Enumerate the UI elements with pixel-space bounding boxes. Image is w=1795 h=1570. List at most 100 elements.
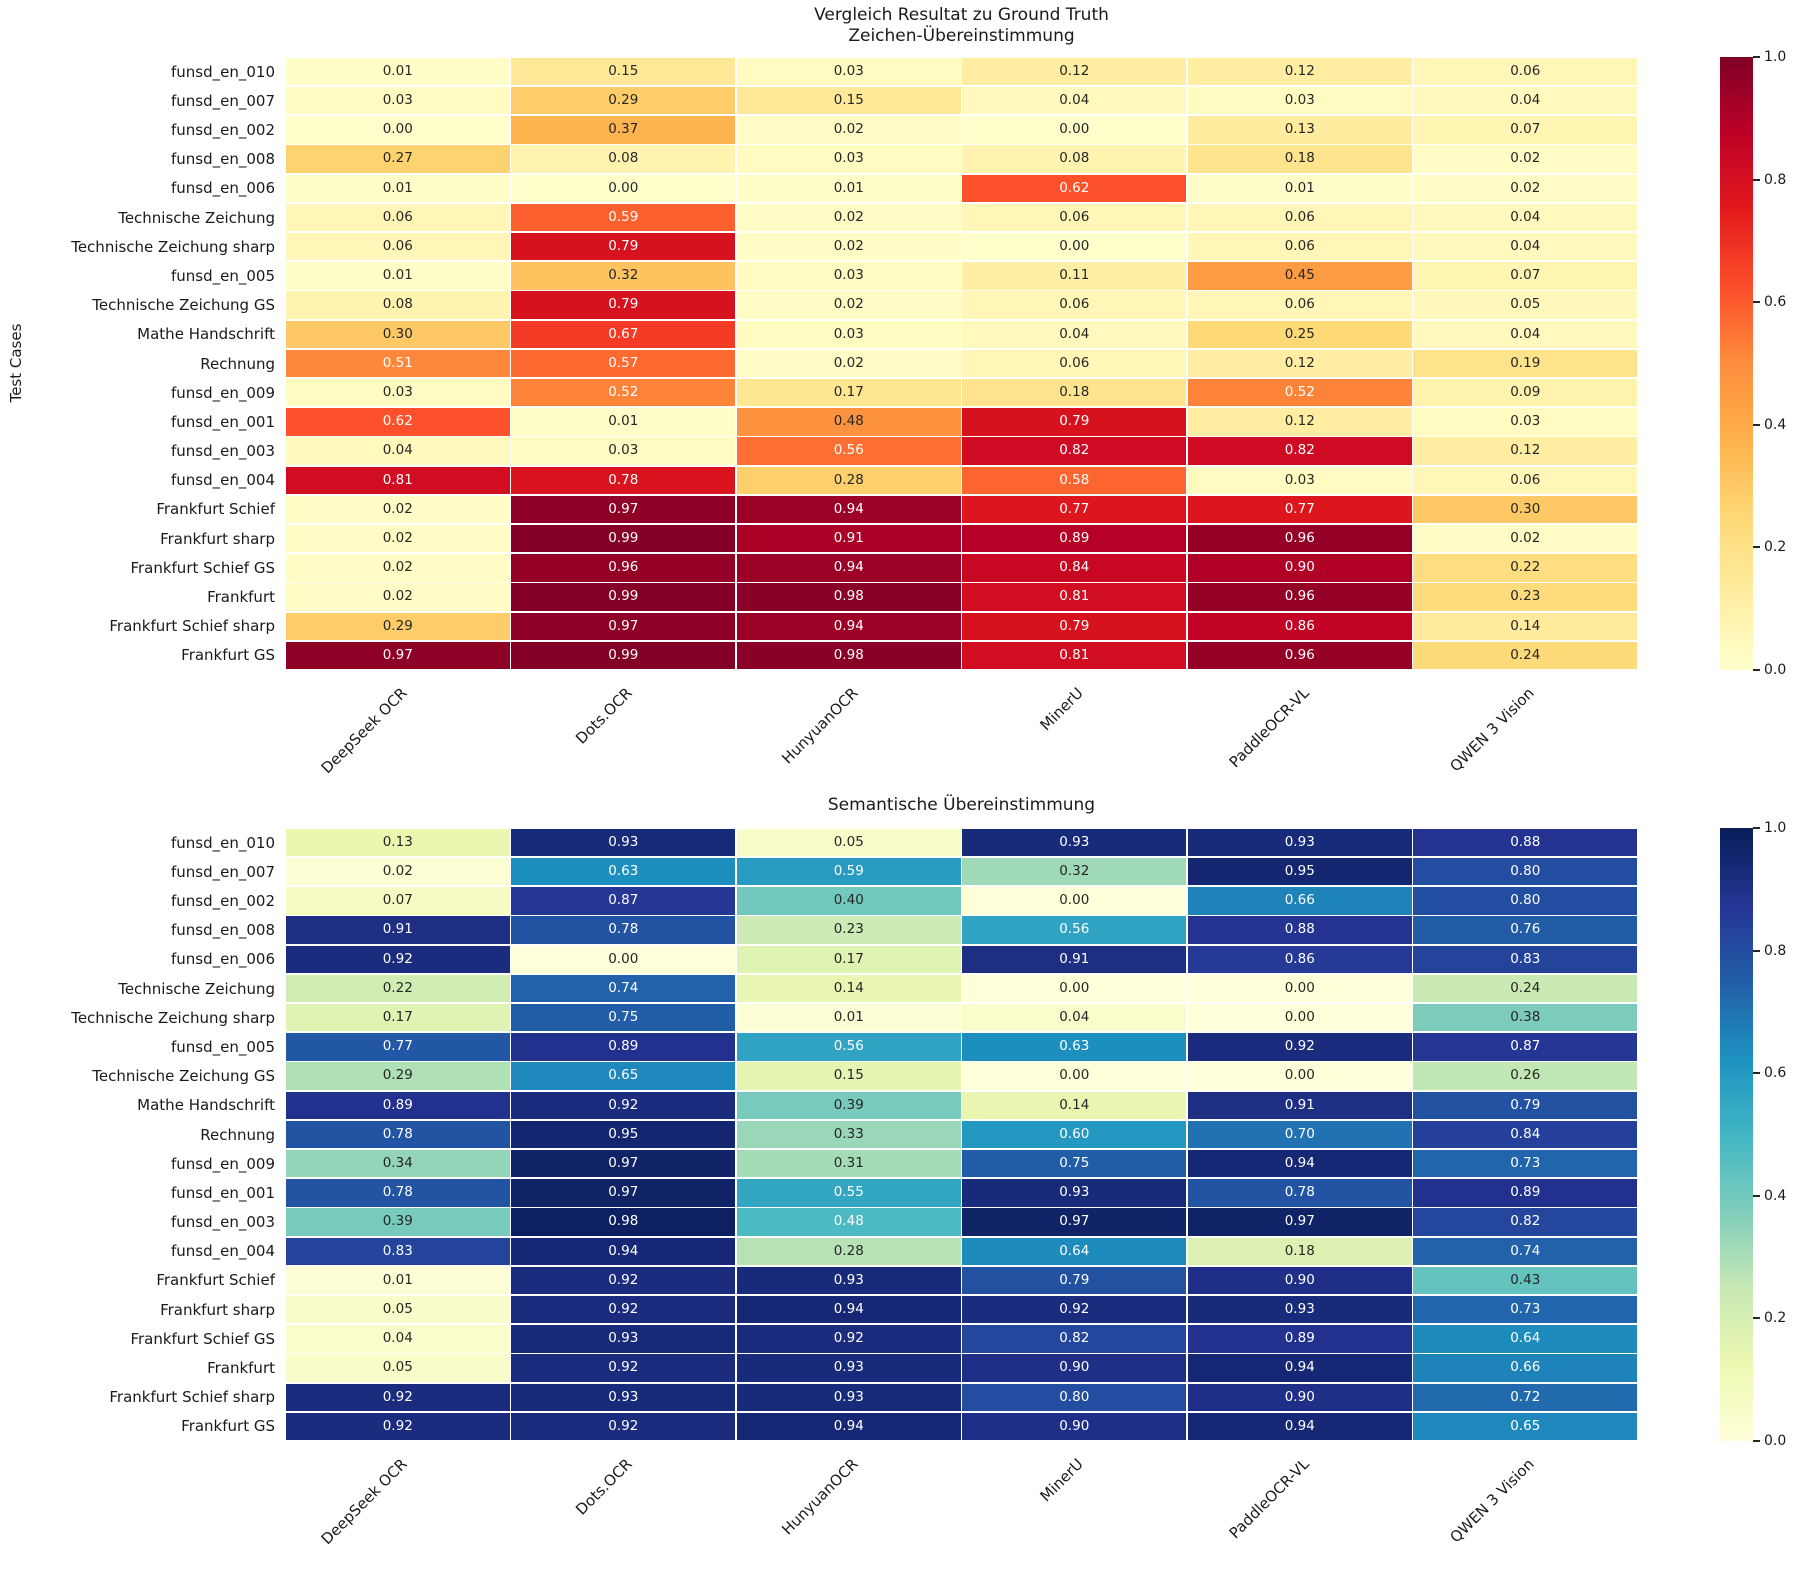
- heatmap-cell: 0.04: [962, 1004, 1187, 1032]
- heatmap-cell: 0.18: [1187, 145, 1412, 173]
- heatmap-cell: 0.04: [1413, 233, 1638, 261]
- colorbar-tick: [1753, 1317, 1760, 1320]
- heatmap-cell: 0.06: [1413, 57, 1638, 86]
- colorbar-tick: [1753, 669, 1760, 671]
- colorbar-tick-label: 0.8: [1764, 942, 1787, 959]
- heatmap-cell: 0.07: [1413, 262, 1638, 290]
- heatmap-cell: 0.94: [736, 612, 961, 640]
- heatmap-cell: 0.03: [285, 87, 510, 115]
- row-label: Frankfurt Schief GS: [130, 558, 275, 577]
- heatmap-cell: 0.03: [736, 57, 961, 86]
- heatmap-cell: 0.90: [1187, 554, 1412, 582]
- heatmap-cell: 0.40: [736, 887, 961, 915]
- heatmap-cell: 0.65: [511, 1062, 736, 1090]
- heatmap-cell: 0.02: [736, 291, 961, 319]
- row-label: funsd_en_006: [171, 950, 275, 969]
- heatmap-cell: 0.94: [1187, 1149, 1412, 1178]
- heatmap-cell: 0.77: [1187, 495, 1412, 524]
- heatmap-cell: 0.33: [736, 1120, 961, 1149]
- heatmap-cell: 0.04: [1413, 320, 1638, 348]
- heatmap-cell: 0.06: [285, 203, 510, 232]
- heatmap-cell: 0.80: [1413, 887, 1638, 915]
- heatmap-cell: 0.95: [1187, 858, 1412, 886]
- heatmap-grid-1: 0.13 0.93 0.05 0.93 0.93 0.88 0.02 0.63 0.59 0.32…: [285, 828, 1638, 1441]
- heatmap-cell: 0.14: [1413, 612, 1638, 640]
- colorbar-tick-label: 0.8: [1764, 171, 1787, 188]
- row-label: Frankfurt sharp: [160, 529, 275, 548]
- heatmap-cell: 0.04: [962, 87, 1187, 115]
- heatmap-cell: 0.77: [962, 495, 1187, 524]
- row-label: funsd_en_004: [171, 471, 275, 490]
- heatmap-cell: 0.04: [962, 320, 1187, 348]
- heatmap-cell: 0.92: [511, 1091, 736, 1119]
- colorbar-tick-label: 0.6: [1764, 294, 1787, 311]
- heatmap-cell: 0.06: [1187, 291, 1412, 319]
- heatmap-cell: 0.88: [1187, 916, 1412, 944]
- heatmap-cell: 0.89: [511, 1033, 736, 1061]
- row-label: funsd_en_007: [171, 91, 275, 110]
- heatmap-cell: 0.79: [962, 612, 1187, 640]
- heatmap-cell: 0.22: [285, 974, 510, 1003]
- heatmap-cell: 0.74: [511, 974, 736, 1003]
- heatmap-cell: 0.91: [285, 916, 510, 944]
- heatmap-cell: 0.96: [511, 554, 736, 582]
- heatmap-cell: 0.90: [1187, 1383, 1412, 1411]
- heatmap-cell: 0.03: [736, 320, 961, 348]
- y-axis-label: Test Cases: [7, 323, 25, 402]
- row-label: funsd_en_001: [171, 412, 275, 431]
- heatmap-cell: 0.26: [1413, 1062, 1638, 1090]
- heatmap-cell: 0.08: [511, 145, 736, 173]
- heatmap-cell: 0.88: [1413, 828, 1638, 857]
- heatmap-cell: 0.15: [736, 1062, 961, 1090]
- heatmap-cell: 0.06: [285, 233, 510, 261]
- heatmap-cell: 0.83: [285, 1237, 510, 1265]
- row-label: Frankfurt Schief GS: [130, 1329, 275, 1348]
- heatmap-cell: 0.78: [511, 916, 736, 944]
- heatmap-cell: 0.29: [285, 612, 510, 640]
- heatmap-cell: 0.64: [962, 1237, 1187, 1265]
- row-label: Rechnung: [200, 1125, 275, 1144]
- heatmap-cell: 0.00: [962, 1062, 1187, 1090]
- heatmap-cell: 0.55: [736, 1179, 961, 1207]
- heatmap-cell: 0.65: [1413, 1412, 1638, 1441]
- heatmap-cell: 0.83: [1413, 945, 1638, 974]
- heatmap-cell: 0.32: [511, 262, 736, 290]
- column-label: Dots.OCR: [572, 1455, 636, 1519]
- row-label: funsd_en_004: [171, 1242, 275, 1261]
- row-label: funsd_en_003: [171, 1213, 275, 1232]
- row-label: Frankfurt Schief sharp: [109, 1388, 275, 1407]
- heatmap-cell: 0.77: [285, 1033, 510, 1061]
- heatmap-cell: 0.12: [962, 57, 1187, 86]
- heatmap-cell: 0.92: [736, 1325, 961, 1353]
- heatmap-cell: 0.78: [285, 1179, 510, 1207]
- heatmap-title-1: Semantische Übereinstimmung: [827, 795, 1096, 815]
- heatmap-cell: 0.56: [736, 437, 961, 465]
- colorbar-tick-label: 0.2: [1764, 539, 1787, 556]
- heatmap-cell: 0.92: [285, 1412, 510, 1441]
- row-label: Frankfurt sharp: [160, 1300, 275, 1319]
- heatmap-cell: 0.13: [285, 828, 510, 857]
- heatmap-cell: 0.52: [511, 378, 736, 407]
- heatmap-cell: 0.91: [962, 945, 1187, 974]
- heatmap-cell: 0.63: [511, 858, 736, 886]
- heatmap-cell: 0.04: [1413, 87, 1638, 115]
- heatmap-cell: 0.92: [285, 1383, 510, 1411]
- row-label: funsd_en_008: [171, 921, 275, 940]
- heatmap-cell: 0.02: [285, 554, 510, 582]
- heatmap-cell: 0.00: [511, 174, 736, 203]
- heatmap-cell: 0.01: [285, 174, 510, 203]
- colorbar-tick-label: 0.4: [1764, 416, 1787, 433]
- heatmap-cell: 0.00: [285, 116, 510, 144]
- heatmap-cell: 0.74: [1413, 1237, 1638, 1265]
- heatmap-cell: 0.01: [285, 1266, 510, 1295]
- heatmap-cell: 0.38: [1413, 1004, 1638, 1032]
- heatmap-cell: 0.07: [1413, 116, 1638, 144]
- heatmap-cell: 0.89: [962, 524, 1187, 553]
- colorbar-tick: [1753, 1440, 1760, 1442]
- heatmap-cell: 0.56: [962, 916, 1187, 944]
- heatmap-grid-0: 0.01 0.15 0.03 0.12 0.12 0.06 0.03 0.29 0.15 0.04…: [285, 57, 1638, 670]
- heatmap-cell: 0.03: [736, 145, 961, 173]
- row-label: funsd_en_010: [171, 833, 275, 852]
- heatmap-cell: 0.24: [1413, 974, 1638, 1003]
- heatmap-cell: 0.07: [285, 887, 510, 915]
